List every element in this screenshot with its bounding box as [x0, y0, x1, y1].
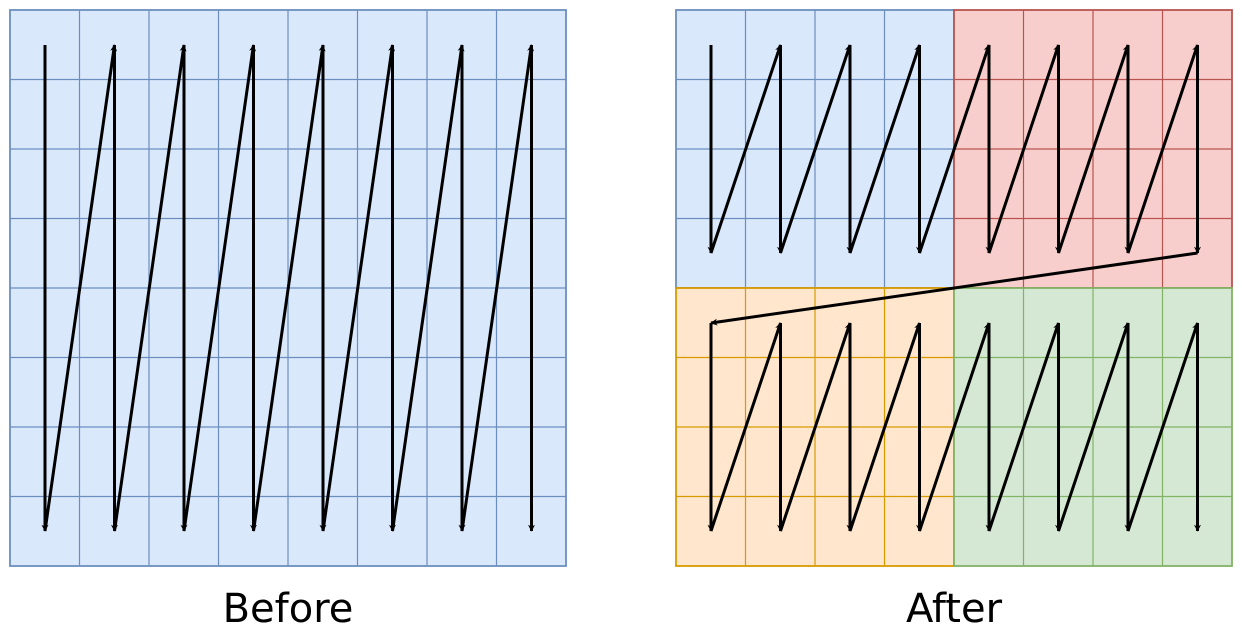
diagonal-arrow — [709, 44, 782, 254]
before-grid — [9, 9, 567, 567]
diagonal-arrow — [709, 322, 782, 532]
diagonal-arrow — [1126, 322, 1199, 532]
after-caption: After — [906, 586, 1003, 632]
diagonal-arrow — [321, 44, 396, 532]
diagonal-arrow — [779, 322, 852, 532]
diagonal-arrow — [848, 44, 921, 254]
diagonal-arrow — [848, 322, 921, 532]
diagonal-arrow — [1057, 44, 1130, 254]
before-panel — [9, 9, 567, 567]
quadrant-link-arrow — [710, 251, 1198, 326]
diagonal-arrow — [252, 44, 326, 532]
diagonal-arrow — [391, 44, 465, 532]
quadrant-bottom-right — [953, 287, 1233, 567]
quadrant-link-arrow — [918, 44, 991, 254]
diagonal-arrow — [987, 322, 1060, 532]
diagonal-arrow — [779, 44, 852, 254]
diagonal-arrow — [182, 44, 257, 532]
before-grid-border — [9, 9, 567, 567]
diagonal-arrow — [1057, 322, 1130, 532]
before-arrows — [41, 44, 535, 532]
diagonal-arrow — [1126, 44, 1199, 254]
diagonal-arrow — [987, 44, 1060, 254]
after-arrows — [707, 44, 1201, 532]
after-panel — [675, 9, 1233, 567]
before-caption: Before — [223, 586, 354, 632]
diagonal-arrow — [460, 44, 535, 532]
quadrant-link-arrow — [918, 322, 991, 532]
diagonal-arrow — [43, 44, 118, 532]
diagonal-arrow — [113, 44, 187, 532]
